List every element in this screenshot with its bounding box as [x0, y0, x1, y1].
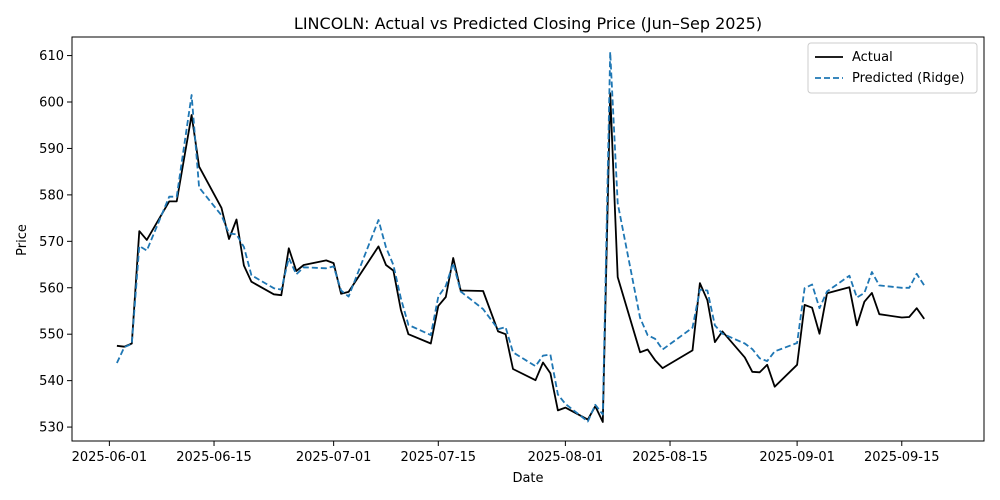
legend: Actual Predicted (Ridge) — [807, 42, 978, 94]
chart-title: LINCOLN: Actual vs Predicted Closing Pri… — [294, 14, 762, 33]
legend-label-predicted: Predicted (Ridge) — [852, 71, 964, 86]
y-tick-label: 530 — [39, 421, 64, 436]
plot-area — [72, 37, 984, 441]
y-tick-label: 600 — [39, 96, 64, 111]
x-axis-title: Date — [512, 471, 543, 486]
series-layer — [116, 51, 925, 423]
series-line-predicted — [116, 51, 925, 423]
y-tick-label: 590 — [39, 142, 64, 157]
y-axis-title: Price — [15, 224, 30, 256]
y-axis: 530 540 550 560 570 580 590 600 610 — [39, 49, 72, 436]
legend-label-actual: Actual — [852, 50, 893, 65]
y-tick-label: 610 — [39, 49, 64, 64]
x-tick-label: 2025-08-15 — [632, 450, 708, 465]
x-tick-label: 2025-07-01 — [296, 450, 372, 465]
series-line-actual — [116, 92, 925, 423]
plot-frame — [71, 36, 985, 442]
x-tick-label: 2025-09-15 — [864, 450, 940, 465]
x-tick-label: 2025-06-01 — [72, 450, 148, 465]
x-tick-label: 2025-07-15 — [401, 450, 477, 465]
y-tick-label: 560 — [39, 281, 64, 296]
legend-box — [807, 42, 978, 94]
y-tick-label: 540 — [39, 374, 64, 389]
y-tick-label: 580 — [39, 188, 64, 203]
x-tick-label: 2025-08-01 — [528, 450, 604, 465]
y-tick-label: 550 — [39, 328, 64, 343]
x-tick-label: 2025-06-15 — [176, 450, 252, 465]
y-tick-label: 570 — [39, 235, 64, 250]
x-tick-label: 2025-09-01 — [759, 450, 835, 465]
x-axis: 2025-06-01 2025-06-15 2025-07-01 2025-07-15… — [72, 441, 940, 465]
